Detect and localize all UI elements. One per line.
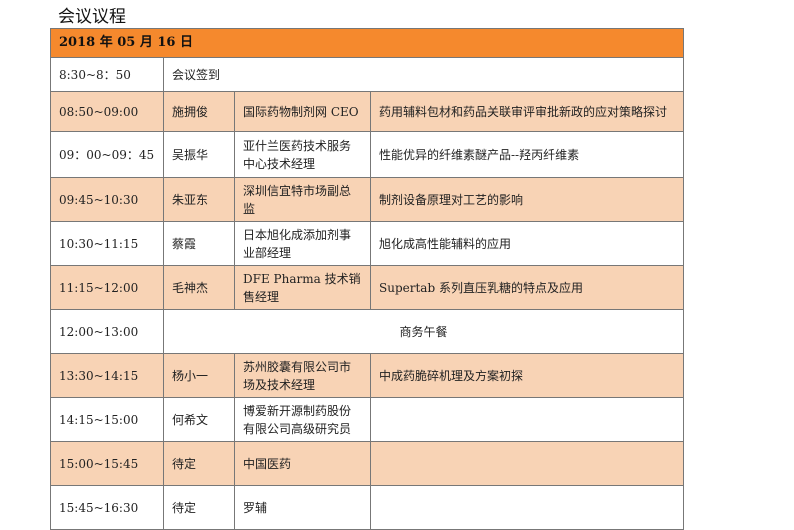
speaker-cell: 毛神杰 [163,265,235,310]
speaker-title-cell: 亚什兰医药技术服务中心技术经理 [234,131,371,178]
topic-cell: 中成药脆碎机理及方案初探 [370,353,684,398]
speaker-cell: 杨小一 [163,353,235,398]
agenda-row: 15:45~16:30 待定 罗辅 [50,485,684,530]
time-cell: 08:50~09:00 [50,91,164,132]
speaker-cell: 施拥俊 [163,91,235,132]
time-cell: 14:15~15:00 [50,397,164,442]
date-header-row: 2018 年 05 月 16 日 [50,28,684,58]
event-cell: 会议签到 [163,57,684,92]
time-cell: 8:30~8：50 [50,57,164,92]
page-title: 会议议程 [58,7,126,27]
speaker-title-cell: 苏州胶囊有限公司市场及技术经理 [234,353,371,398]
topic-cell: Supertab 系列直压乳糖的特点及应用 [370,265,684,310]
speaker-title-cell: 罗辅 [234,485,371,530]
speaker-cell: 待定 [163,441,235,486]
event-cell: 商务午餐 [163,309,684,354]
time-cell: 10:30~11:15 [50,221,164,266]
speaker-title-cell: 博爱新开源制药股份有限公司高级研究员 [234,397,371,442]
agenda-row: 09：00~09：45 吴振华 亚什兰医药技术服务中心技术经理 性能优异的纤维素醚产品… [50,131,684,178]
speaker-cell: 朱亚东 [163,177,235,222]
topic-cell: 药用辅料包材和药品关联审评审批新政的应对策略探讨 [370,91,684,132]
time-cell: 12:00~13:00 [50,309,164,354]
speaker-cell: 蔡霞 [163,221,235,266]
speaker-cell: 何希文 [163,397,235,442]
time-cell: 13:30~14:15 [50,353,164,398]
topic-cell: 性能优异的纤维素醚产品--羟丙纤维素 [370,131,684,178]
speaker-title-cell: DFE Pharma 技术销售经理 [234,265,371,310]
agenda-row: 10:30~11:15 蔡霞 日本旭化成添加剂事业部经理 旭化成高性能辅料的应用 [50,221,684,266]
topic-cell [370,397,684,442]
speaker-title-cell: 日本旭化成添加剂事业部经理 [234,221,371,266]
time-cell: 09：00~09：45 [50,131,164,178]
time-cell: 09:45~10:30 [50,177,164,222]
time-cell: 15:00~15:45 [50,441,164,486]
topic-cell: 制剂设备原理对工艺的影响 [370,177,684,222]
agenda-row: 09:45~10:30 朱亚东 深圳信宜特市场副总监 制剂设备原理对工艺的影响 [50,177,684,222]
speaker-title-cell: 中国医药 [234,441,371,486]
agenda-row: 11:15~12:00 毛神杰 DFE Pharma 技术销售经理 Supertab … [50,265,684,310]
agenda-row: 12:00~13:00 商务午餐 [50,309,684,354]
time-cell: 15:45~16:30 [50,485,164,530]
agenda-row: 15:00~15:45 待定 中国医药 [50,441,684,486]
time-cell: 11:15~12:00 [50,265,164,310]
topic-cell: 旭化成高性能辅料的应用 [370,221,684,266]
speaker-cell: 待定 [163,485,235,530]
agenda-row: 8:30~8：50 会议签到 [50,57,684,92]
speaker-title-cell: 国际药物制剂网 CEO [234,91,371,132]
topic-cell [370,485,684,530]
speaker-title-cell: 深圳信宜特市场副总监 [234,177,371,222]
agenda-table: 2018 年 05 月 16 日 8:30~8：50 会议签到 08:50~09:0… [50,28,684,530]
agenda-row: 14:15~15:00 何希文 博爱新开源制药股份有限公司高级研究员 [50,397,684,442]
agenda-row: 08:50~09:00 施拥俊 国际药物制剂网 CEO 药用辅料包材和药品关联审评审批… [50,91,684,132]
speaker-cell: 吴振华 [163,131,235,178]
date-header: 2018 年 05 月 16 日 [50,28,684,58]
agenda-row: 13:30~14:15 杨小一 苏州胶囊有限公司市场及技术经理 中成药脆碎机理及方案初… [50,353,684,398]
topic-cell [370,441,684,486]
